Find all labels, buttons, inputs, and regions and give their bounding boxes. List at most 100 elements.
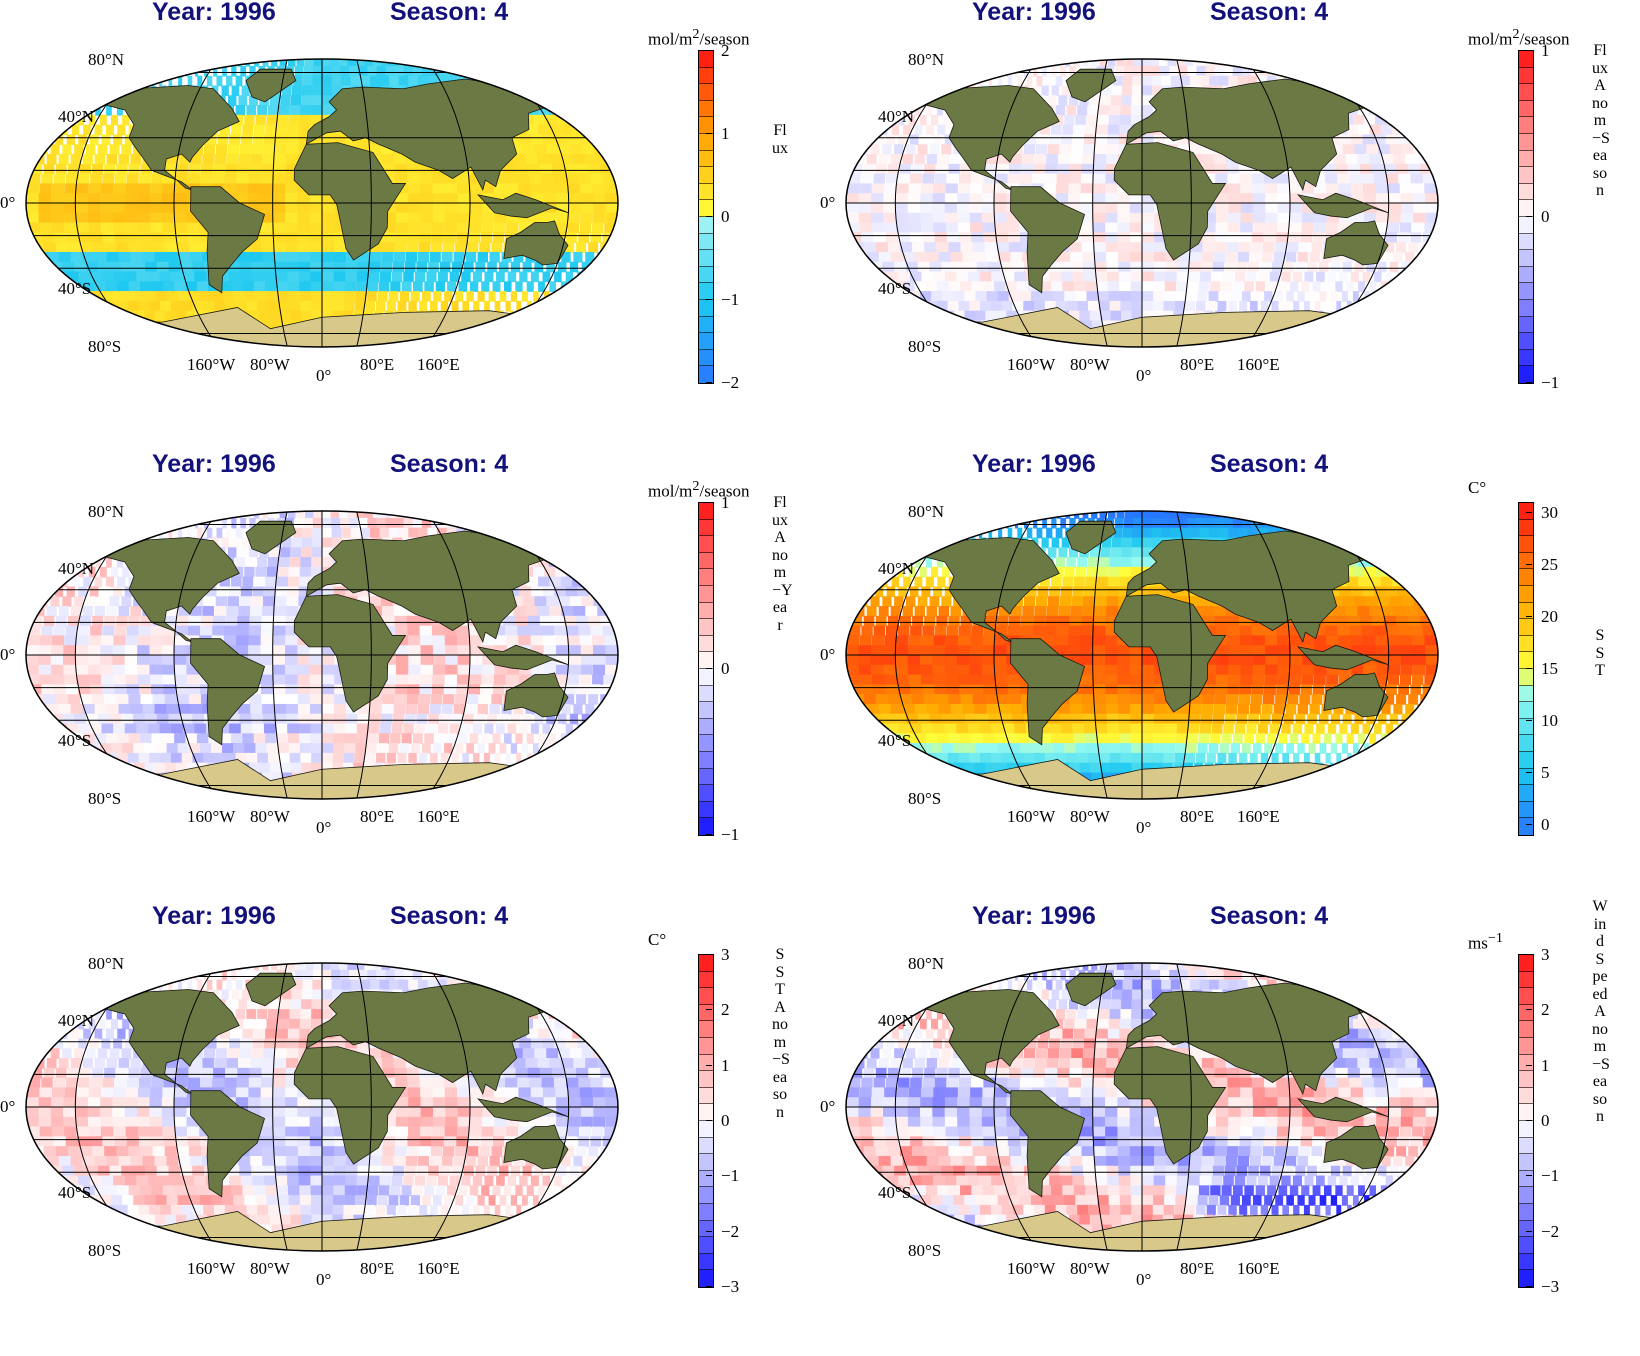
grid-cell bbox=[962, 251, 978, 263]
grid-cell bbox=[530, 723, 539, 735]
grid-cell bbox=[113, 222, 128, 234]
grid-cell bbox=[938, 154, 950, 165]
grid-cell bbox=[579, 183, 594, 195]
grid-cell bbox=[449, 271, 460, 283]
grid-cell bbox=[239, 144, 251, 155]
grid-cell bbox=[367, 65, 381, 77]
grid-cell bbox=[1142, 586, 1155, 598]
grid-cell bbox=[112, 645, 126, 656]
grid-cell bbox=[381, 261, 393, 273]
grid-cell bbox=[921, 537, 924, 549]
grid-cell bbox=[1081, 320, 1095, 332]
grid-cell bbox=[285, 193, 299, 204]
grid-cell bbox=[257, 105, 268, 116]
colorbar-segment bbox=[699, 752, 713, 769]
grid-cell bbox=[915, 105, 921, 116]
grid-cell bbox=[158, 59, 162, 67]
grid-cell bbox=[516, 300, 522, 312]
grid-cell bbox=[322, 517, 333, 529]
grid-cell bbox=[861, 173, 873, 185]
grid-cell bbox=[322, 222, 336, 234]
grid-cell bbox=[120, 527, 122, 539]
grid-cell bbox=[87, 645, 101, 656]
grid-cell bbox=[136, 723, 153, 735]
grid-cell bbox=[886, 586, 895, 598]
grid-cell bbox=[1350, 271, 1359, 283]
grid-cell bbox=[289, 105, 301, 116]
grid-cell bbox=[424, 281, 434, 292]
grid-cell bbox=[376, 517, 390, 529]
grid-cell bbox=[343, 752, 355, 764]
grid-cell bbox=[515, 163, 531, 175]
grid-cell bbox=[376, 65, 390, 77]
grid-cell bbox=[101, 537, 104, 549]
grid-cell bbox=[474, 511, 496, 519]
grid-cell bbox=[111, 527, 112, 539]
grid-cell bbox=[161, 193, 175, 204]
grid-cell bbox=[130, 251, 146, 263]
grid-cell bbox=[213, 517, 218, 529]
grid-cell bbox=[158, 75, 163, 87]
grid-cell bbox=[407, 222, 421, 234]
grid-cell bbox=[341, 527, 353, 539]
grid-cell bbox=[942, 114, 950, 126]
grid-cell bbox=[192, 300, 208, 312]
grid-cell bbox=[417, 527, 434, 539]
grid-cell bbox=[286, 713, 300, 725]
grid-cell bbox=[944, 203, 959, 214]
grid-cell bbox=[530, 134, 548, 146]
grid-cell bbox=[1214, 242, 1227, 253]
grid-cell bbox=[875, 134, 884, 146]
grid-cell bbox=[469, 645, 484, 656]
grid-cell bbox=[407, 635, 422, 647]
grid-cell bbox=[1264, 173, 1278, 185]
grid-cell bbox=[445, 664, 458, 676]
colorbar-segment bbox=[1519, 333, 1533, 350]
grid-cell bbox=[569, 596, 587, 607]
grid-cell bbox=[149, 511, 154, 519]
grid-cell bbox=[503, 65, 525, 77]
grid-cell bbox=[1164, 281, 1177, 292]
grid-cell bbox=[538, 576, 555, 588]
grid-cell bbox=[174, 635, 188, 647]
grid-cell bbox=[271, 320, 285, 332]
grid-cell bbox=[1340, 310, 1344, 322]
map-panel-3: Year: 1996 Season: 4 mol/m2/season 80°N 40°N… bbox=[0, 450, 820, 904]
grid-cell bbox=[130, 65, 133, 77]
grid-cell bbox=[252, 723, 266, 735]
grid-cell bbox=[957, 183, 971, 195]
grid-cell bbox=[1276, 232, 1289, 243]
grid-cell bbox=[226, 606, 239, 617]
grid-cell bbox=[50, 193, 64, 204]
grid-cell bbox=[407, 674, 421, 686]
grid-cell bbox=[395, 674, 409, 686]
grid-cell bbox=[381, 713, 393, 725]
grid-cell bbox=[360, 527, 374, 539]
grid-cell bbox=[539, 330, 544, 341]
grid-cell bbox=[249, 615, 262, 627]
grid-cell bbox=[1379, 105, 1399, 116]
grid-cell bbox=[53, 625, 66, 637]
grid-cell bbox=[203, 596, 216, 607]
grid-cell bbox=[322, 752, 334, 764]
grid-cell bbox=[187, 173, 201, 185]
grid-cell bbox=[269, 547, 280, 558]
grid-cell bbox=[561, 703, 571, 715]
continent-landmass bbox=[476, 192, 569, 219]
grid-cell bbox=[921, 134, 931, 146]
grid-cell bbox=[492, 684, 505, 695]
grid-cell bbox=[1114, 65, 1124, 77]
grid-cell bbox=[1069, 242, 1083, 253]
grid-cell bbox=[1130, 281, 1143, 292]
grid-cell bbox=[1023, 596, 1036, 607]
grid-cell bbox=[1305, 65, 1326, 77]
grid-cell bbox=[253, 281, 268, 292]
grid-cell bbox=[1311, 59, 1334, 67]
grid-cell bbox=[1412, 222, 1424, 234]
grid-cell bbox=[166, 154, 178, 165]
grid-cell bbox=[1160, 65, 1172, 77]
grid-cell bbox=[1161, 75, 1173, 87]
grid-cell bbox=[311, 537, 323, 549]
grid-cell bbox=[1044, 173, 1057, 185]
grid-cell bbox=[870, 203, 885, 214]
